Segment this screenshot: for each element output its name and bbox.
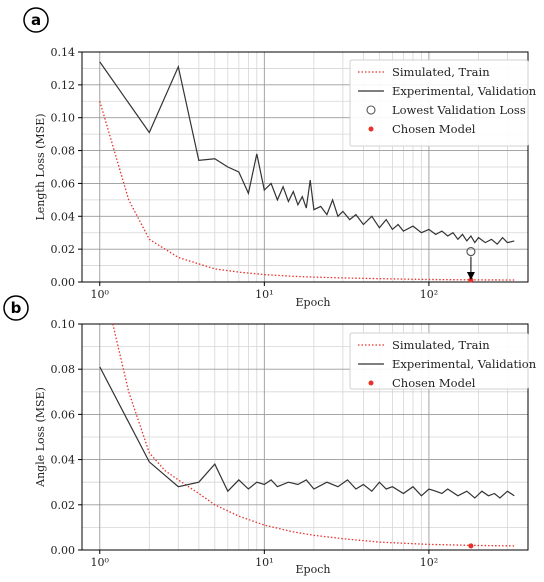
- y-tick-label: 0.04: [51, 454, 76, 467]
- y-tick-label: 0.02: [51, 243, 76, 256]
- legend-chosen-swatch: [368, 126, 374, 132]
- panel-label-text: b: [11, 299, 22, 317]
- panel-label-text: a: [31, 11, 41, 29]
- panel-label-a: a: [23, 7, 49, 33]
- y-tick-label: 0.06: [51, 177, 76, 190]
- panel-b: 0.00 0.02 0.04 0.06 0.08 0.10 10⁰ 10¹ 10² Epoch An…: [3, 295, 537, 576]
- series-group: [99, 324, 515, 547]
- plot-frame: [81, 323, 529, 551]
- y-tick-label: 0.10: [51, 318, 76, 331]
- x-tick-label: 10⁰: [91, 288, 110, 301]
- x-axis-label: Epoch: [296, 296, 331, 309]
- y-tick-label: 0.06: [51, 408, 76, 421]
- x-tick-label: 10²: [420, 556, 438, 569]
- panel-label-circle: [3, 295, 29, 321]
- y-axis-label: Length Loss (MSE): [34, 113, 47, 220]
- y-tick-label: 0.04: [51, 210, 76, 223]
- legend-label: Experimental, Validation: [392, 84, 537, 98]
- y-tick-label: 0.14: [51, 46, 76, 59]
- legend-label: Simulated, Train: [392, 65, 490, 79]
- y-tick-label: 0.00: [51, 544, 76, 557]
- series-simulated-train-line: [99, 101, 515, 281]
- legend: Simulated, Train Experimental, Validation…: [349, 59, 537, 147]
- series-group: [99, 61, 515, 281]
- series-simulated-train-line: [112, 324, 515, 547]
- x-tick-label: 10⁰: [91, 556, 110, 569]
- x-axis-label: Epoch: [296, 563, 331, 576]
- y-tick-label: 0.10: [51, 112, 76, 125]
- legend-box: [349, 59, 529, 147]
- y-tick-label: 0.12: [51, 79, 76, 92]
- legend-label: Chosen Model: [392, 122, 476, 136]
- legend-lowest-swatch: [366, 105, 376, 115]
- y-tick-label: 0.08: [51, 145, 76, 158]
- x-tick-label: 10¹: [255, 288, 273, 301]
- legend: Simulated, Train Experimental, Validation…: [349, 332, 537, 390]
- legend-label: Lowest Validation Loss: [392, 103, 526, 117]
- chosen-model-marker: [468, 543, 474, 549]
- panel-label-b: b: [3, 295, 29, 321]
- series-experimental-validation-line: [99, 61, 515, 246]
- legend-label: Chosen Model: [392, 376, 476, 390]
- x-tick-label: 10¹: [255, 556, 273, 569]
- legend-box: [349, 332, 529, 390]
- legend-label: Experimental, Validation: [392, 357, 537, 371]
- series-experimental-validation-line: [99, 366, 515, 499]
- y-tick-label: 0.08: [51, 363, 76, 376]
- plot-frame: [81, 51, 529, 283]
- panel-label-circle: [23, 7, 49, 33]
- legend-label: Simulated, Train: [392, 338, 490, 352]
- panel-a: 0.00 0.02 0.04 0.06 0.08 0.10 0.12 0.14 10⁰ 10¹ 10…: [23, 7, 537, 309]
- x-tick-label: 10²: [420, 288, 438, 301]
- chosen-model-marker: [468, 277, 474, 283]
- legend-chosen-swatch: [368, 380, 374, 386]
- lowest-validation-loss-marker: [466, 247, 476, 257]
- y-axis-label: Angle Loss (MSE): [34, 387, 47, 488]
- y-tick-label: 0.02: [51, 499, 76, 512]
- y-tick-label: 0.00: [51, 276, 76, 289]
